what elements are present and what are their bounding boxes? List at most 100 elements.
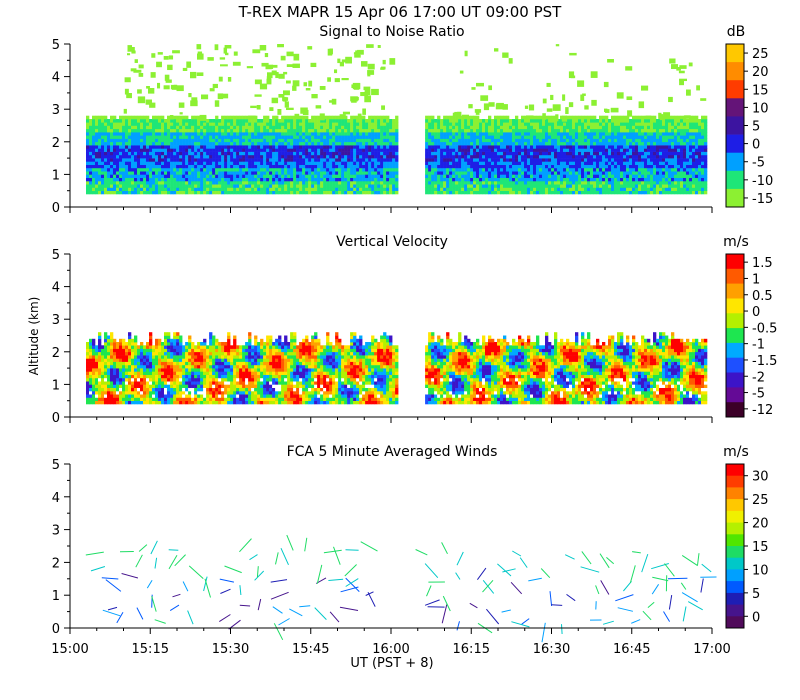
heatmap-cell	[86, 364, 90, 369]
heatmap-cell	[320, 171, 324, 175]
heatmap-cell	[575, 115, 579, 120]
heatmap-cell	[284, 177, 288, 182]
heatmap-cell	[446, 180, 450, 185]
heatmap-cell	[386, 154, 390, 159]
heatmap-cell	[431, 145, 435, 149]
heatmap-cell	[320, 190, 324, 195]
heatmap-cell	[425, 135, 429, 139]
heatmap-cell	[254, 177, 258, 182]
heatmap-cell	[137, 158, 141, 162]
heatmap-cell	[272, 154, 276, 159]
heatmap-cell	[329, 164, 333, 169]
heatmap-cell	[266, 171, 270, 175]
heatmap-cell	[383, 148, 387, 152]
heatmap-cell	[266, 161, 270, 165]
heatmap-cell	[518, 184, 522, 188]
heatmap-cell	[464, 190, 468, 195]
heatmap-cell	[467, 158, 471, 162]
heatmap-cell	[434, 148, 438, 152]
heatmap-cell	[365, 122, 369, 126]
heatmap-cell	[227, 132, 231, 136]
heatmap-cell	[638, 161, 642, 165]
snr-echo-patch	[461, 114, 469, 118]
heatmap-cell	[368, 119, 372, 123]
heatmap-cell	[692, 125, 696, 130]
heatmap-cell	[209, 161, 213, 165]
heatmap-cell	[608, 141, 612, 146]
heatmap-cell	[203, 132, 207, 136]
heatmap-cell	[635, 125, 639, 130]
heatmap-cell	[275, 119, 279, 123]
heatmap-cell	[272, 125, 276, 130]
heatmap-cell	[368, 177, 372, 182]
heatmap-cell	[101, 154, 105, 159]
heatmap-cell	[641, 115, 645, 120]
heatmap-cell	[476, 190, 480, 195]
heatmap-cell	[446, 167, 450, 172]
heatmap-cell	[365, 154, 369, 159]
heatmap-cell	[200, 148, 204, 152]
heatmap-cell	[443, 128, 447, 133]
heatmap-cell	[590, 177, 594, 182]
heatmap-cell	[254, 125, 258, 130]
heatmap-cell	[152, 128, 156, 133]
heatmap-cell	[212, 184, 216, 188]
heatmap-cell	[467, 177, 471, 182]
heatmap-cell	[533, 167, 537, 172]
heatmap-cell	[302, 148, 306, 152]
heatmap-cell	[695, 128, 699, 133]
heatmap-cell	[704, 161, 708, 165]
heatmap-cell	[488, 132, 492, 136]
heatmap-cell	[614, 158, 618, 162]
heatmap-cell	[146, 180, 150, 185]
heatmap-cell	[302, 128, 306, 133]
heatmap-cell	[569, 135, 573, 139]
heatmap-cell	[467, 148, 471, 152]
heatmap-cell	[218, 161, 222, 165]
heatmap-cell	[308, 190, 312, 195]
heatmap-cell	[167, 167, 171, 172]
snr-echo-patch	[179, 112, 183, 115]
heatmap-cell	[92, 190, 96, 195]
heatmap-cell	[107, 125, 111, 130]
heatmap-cell	[551, 141, 555, 146]
heatmap-cell	[128, 115, 132, 120]
heatmap-cell	[146, 190, 150, 195]
heatmap-cell	[119, 171, 123, 175]
heatmap-cell	[320, 135, 324, 139]
heatmap-cell	[536, 190, 540, 195]
heatmap-cell	[194, 180, 198, 185]
heatmap-cell	[545, 177, 549, 182]
heatmap-cell	[116, 177, 120, 182]
heatmap-cell	[563, 151, 567, 156]
heatmap-cell	[203, 171, 207, 175]
heatmap-cell	[551, 180, 555, 185]
snr-echo-patch	[684, 115, 691, 119]
heatmap-cell	[704, 164, 708, 169]
heatmap-cell	[602, 171, 606, 175]
heatmap-cell	[467, 154, 471, 159]
heatmap-cell	[89, 400, 93, 405]
heatmap-cell	[527, 119, 531, 123]
heatmap-cell	[527, 135, 531, 139]
heatmap-cell	[197, 141, 201, 146]
heatmap-cell	[146, 187, 150, 191]
heatmap-cell	[101, 138, 105, 143]
heatmap-cell	[158, 135, 162, 139]
heatmap-cell	[362, 171, 366, 175]
heatmap-cell	[563, 128, 567, 133]
heatmap-cell	[692, 132, 696, 136]
heatmap-cell	[347, 167, 351, 172]
heatmap-cell	[692, 187, 696, 191]
heatmap-cell	[341, 174, 345, 178]
heatmap-cell	[434, 180, 438, 185]
heatmap-cell	[527, 154, 531, 159]
heatmap-cell	[113, 171, 117, 175]
heatmap-cell	[698, 184, 702, 188]
heatmap-cell	[557, 158, 561, 162]
heatmap-cell	[623, 141, 627, 146]
heatmap-cell	[482, 184, 486, 188]
heatmap-cell	[632, 180, 636, 185]
heatmap-cell	[587, 132, 591, 136]
snr-echo-patch	[638, 101, 645, 109]
